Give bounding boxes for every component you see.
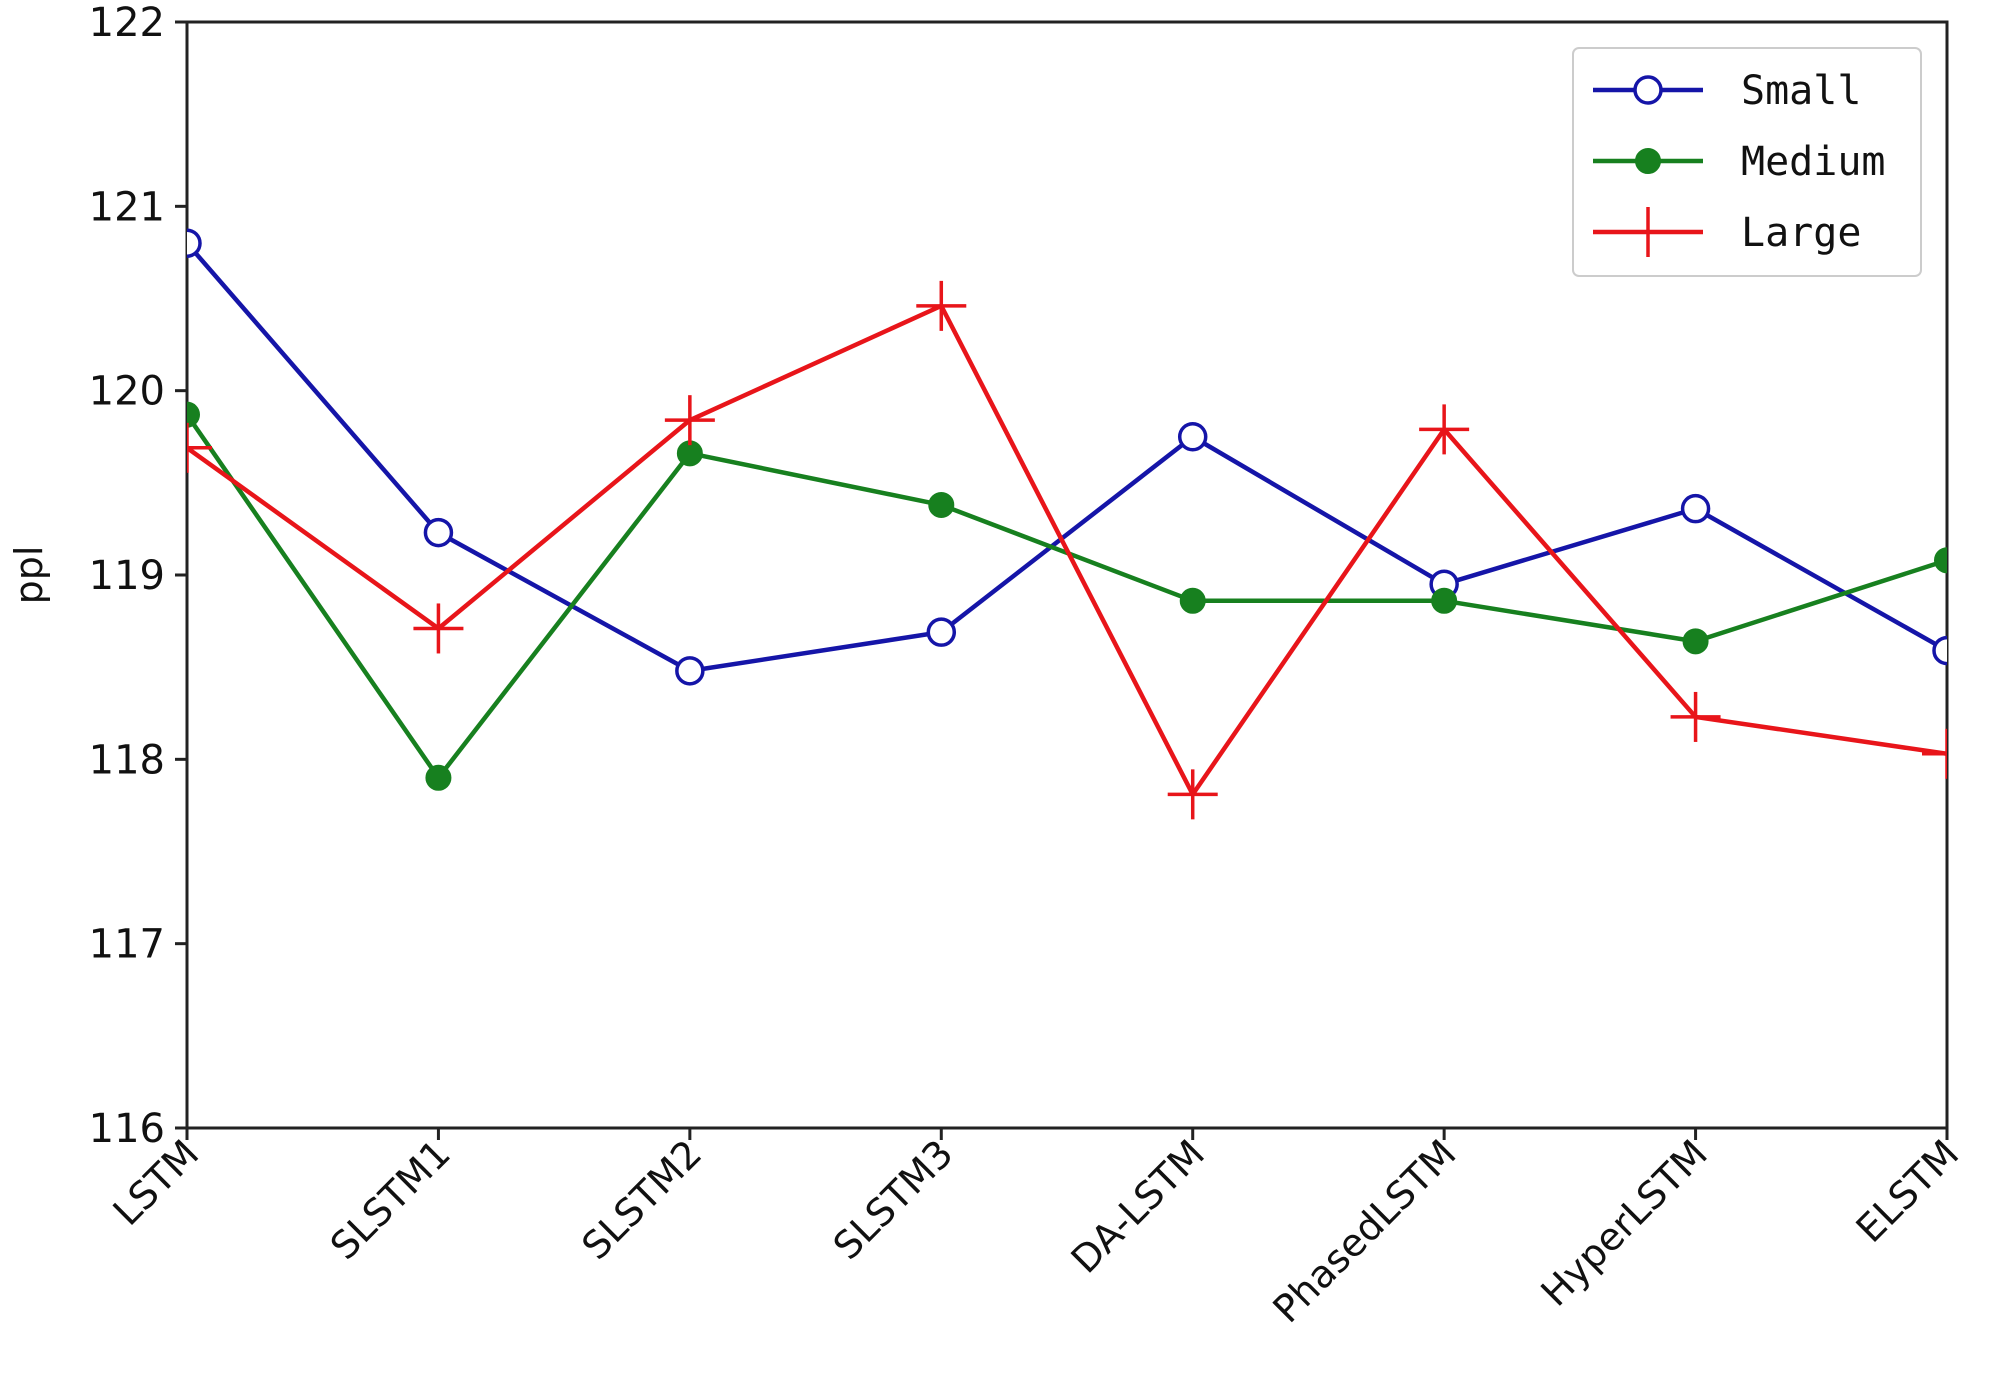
data-point-small — [675, 656, 705, 686]
y-tick-label: 118 — [89, 737, 165, 783]
legend-swatch-marker — [1623, 207, 1673, 257]
data-point-medium — [1682, 628, 1709, 655]
y-tick-label: 122 — [89, 0, 165, 46]
y-tick-label: 117 — [89, 922, 165, 968]
data-point-large — [916, 280, 967, 331]
legend-swatch-marker — [1633, 75, 1663, 105]
x-tick-label: HyperLSTM — [1532, 1131, 1715, 1314]
series-large — [187, 280, 1947, 820]
y-tick-label: 119 — [89, 553, 165, 599]
y-tick-label: 116 — [89, 1106, 165, 1152]
data-point-large — [413, 603, 464, 654]
data-point-large — [1419, 404, 1470, 455]
series-line-medium — [187, 413, 1947, 781]
data-point-large — [1922, 728, 1947, 779]
data-point-large — [187, 422, 212, 473]
data-point-medium — [1934, 547, 1947, 574]
y-tick-label: 120 — [89, 369, 165, 415]
data-point-medium — [1179, 587, 1206, 614]
y-axis-label: ppl — [7, 546, 51, 605]
data-point-small — [187, 228, 202, 258]
series-layer — [187, 228, 1947, 820]
data-point-small — [423, 517, 454, 548]
data-point-large — [1167, 769, 1218, 820]
legend-box — [1572, 47, 1922, 277]
data-point-small — [1177, 422, 1208, 452]
series-small — [187, 228, 1947, 686]
series-line-large — [187, 303, 1947, 797]
legend: Small Medium Large — [1572, 47, 1922, 277]
x-tick-label: SLSTM2 — [573, 1131, 710, 1268]
x-tick-label: SLSTM3 — [825, 1131, 962, 1268]
data-point-large — [664, 395, 715, 446]
data-point-medium — [928, 491, 955, 518]
data-point-medium — [187, 401, 200, 428]
data-point-small — [1932, 635, 1947, 666]
series-medium — [187, 401, 1947, 791]
x-tick-label: ELSTM — [1848, 1131, 1968, 1251]
series-line-small — [187, 241, 1947, 674]
y-tick-label: 121 — [89, 184, 165, 230]
x-tick-label: DA-LSTM — [1063, 1131, 1213, 1281]
x-tick-label: SLSTM1 — [322, 1131, 459, 1268]
data-point-small — [926, 617, 957, 647]
data-point-medium — [425, 764, 452, 791]
legend-label: Large — [1741, 210, 1861, 256]
legend-swatch-marker — [1635, 148, 1661, 174]
data-point-large — [1670, 691, 1721, 742]
legend-label: Small — [1741, 68, 1861, 114]
data-point-small — [1680, 493, 1711, 524]
data-point-medium — [1431, 587, 1458, 614]
legend-label: Medium — [1741, 139, 1886, 185]
x-tick-label: PhasedLSTM — [1264, 1131, 1464, 1331]
